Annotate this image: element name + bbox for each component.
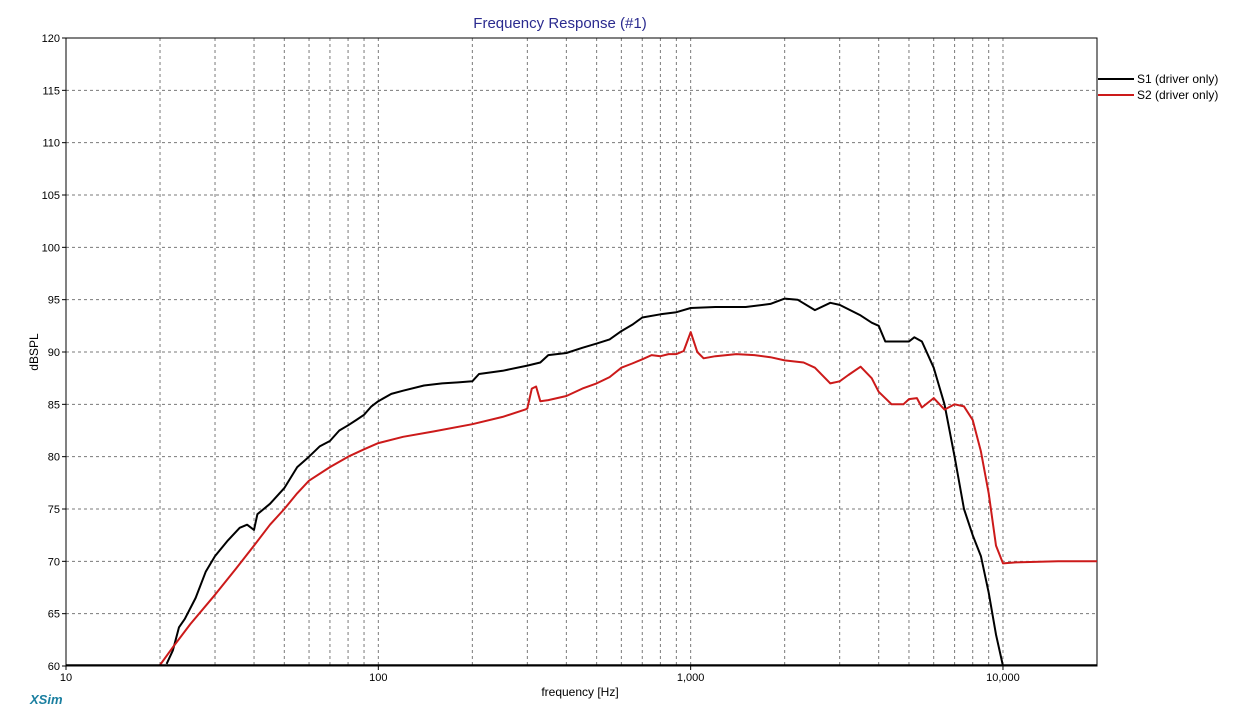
y-tick-label: 70 xyxy=(48,556,60,568)
brand-logo: XSim xyxy=(29,692,63,707)
y-tick-label: 100 xyxy=(42,242,60,254)
series-line-s1 xyxy=(165,297,1004,667)
y-tick-label: 90 xyxy=(48,347,60,359)
y-tick-label: 95 xyxy=(48,295,60,307)
grid-layer xyxy=(66,38,1097,666)
x-tick-label: 10 xyxy=(60,672,72,684)
y-tick-label: 75 xyxy=(48,504,60,516)
y-tick-label: 115 xyxy=(42,85,60,97)
x-axis-ticks: 10 100 1,000 10,000 xyxy=(60,666,1020,684)
legend-label-s2: S2 (driver only) xyxy=(1137,88,1218,102)
series-line-s2 xyxy=(159,331,1097,666)
y-tick-label: 105 xyxy=(42,190,60,202)
y-axis-label: dBSPL xyxy=(27,333,41,371)
legend-label-s1: S1 (driver only) xyxy=(1137,72,1218,86)
y-tick-label: 80 xyxy=(48,452,60,464)
series-layer xyxy=(66,297,1097,667)
x-axis-label: frequency [Hz] xyxy=(541,685,618,699)
x-tick-label: 1,000 xyxy=(677,672,705,684)
chart-title: Frequency Response (#1) xyxy=(473,15,646,32)
y-tick-label: 120 xyxy=(42,33,60,45)
y-tick-label: 65 xyxy=(48,609,60,621)
y-tick-label: 60 xyxy=(48,661,60,673)
x-tick-label: 10,000 xyxy=(986,672,1020,684)
legend: S1 (driver only) S2 (driver only) xyxy=(1098,72,1218,102)
y-axis-ticks: 60 65 70 75 80 85 90 95 100 105 110 115 120 xyxy=(42,33,66,673)
x-tick-label: 100 xyxy=(369,672,387,684)
y-tick-label: 85 xyxy=(48,399,60,411)
y-tick-label: 110 xyxy=(42,138,60,150)
